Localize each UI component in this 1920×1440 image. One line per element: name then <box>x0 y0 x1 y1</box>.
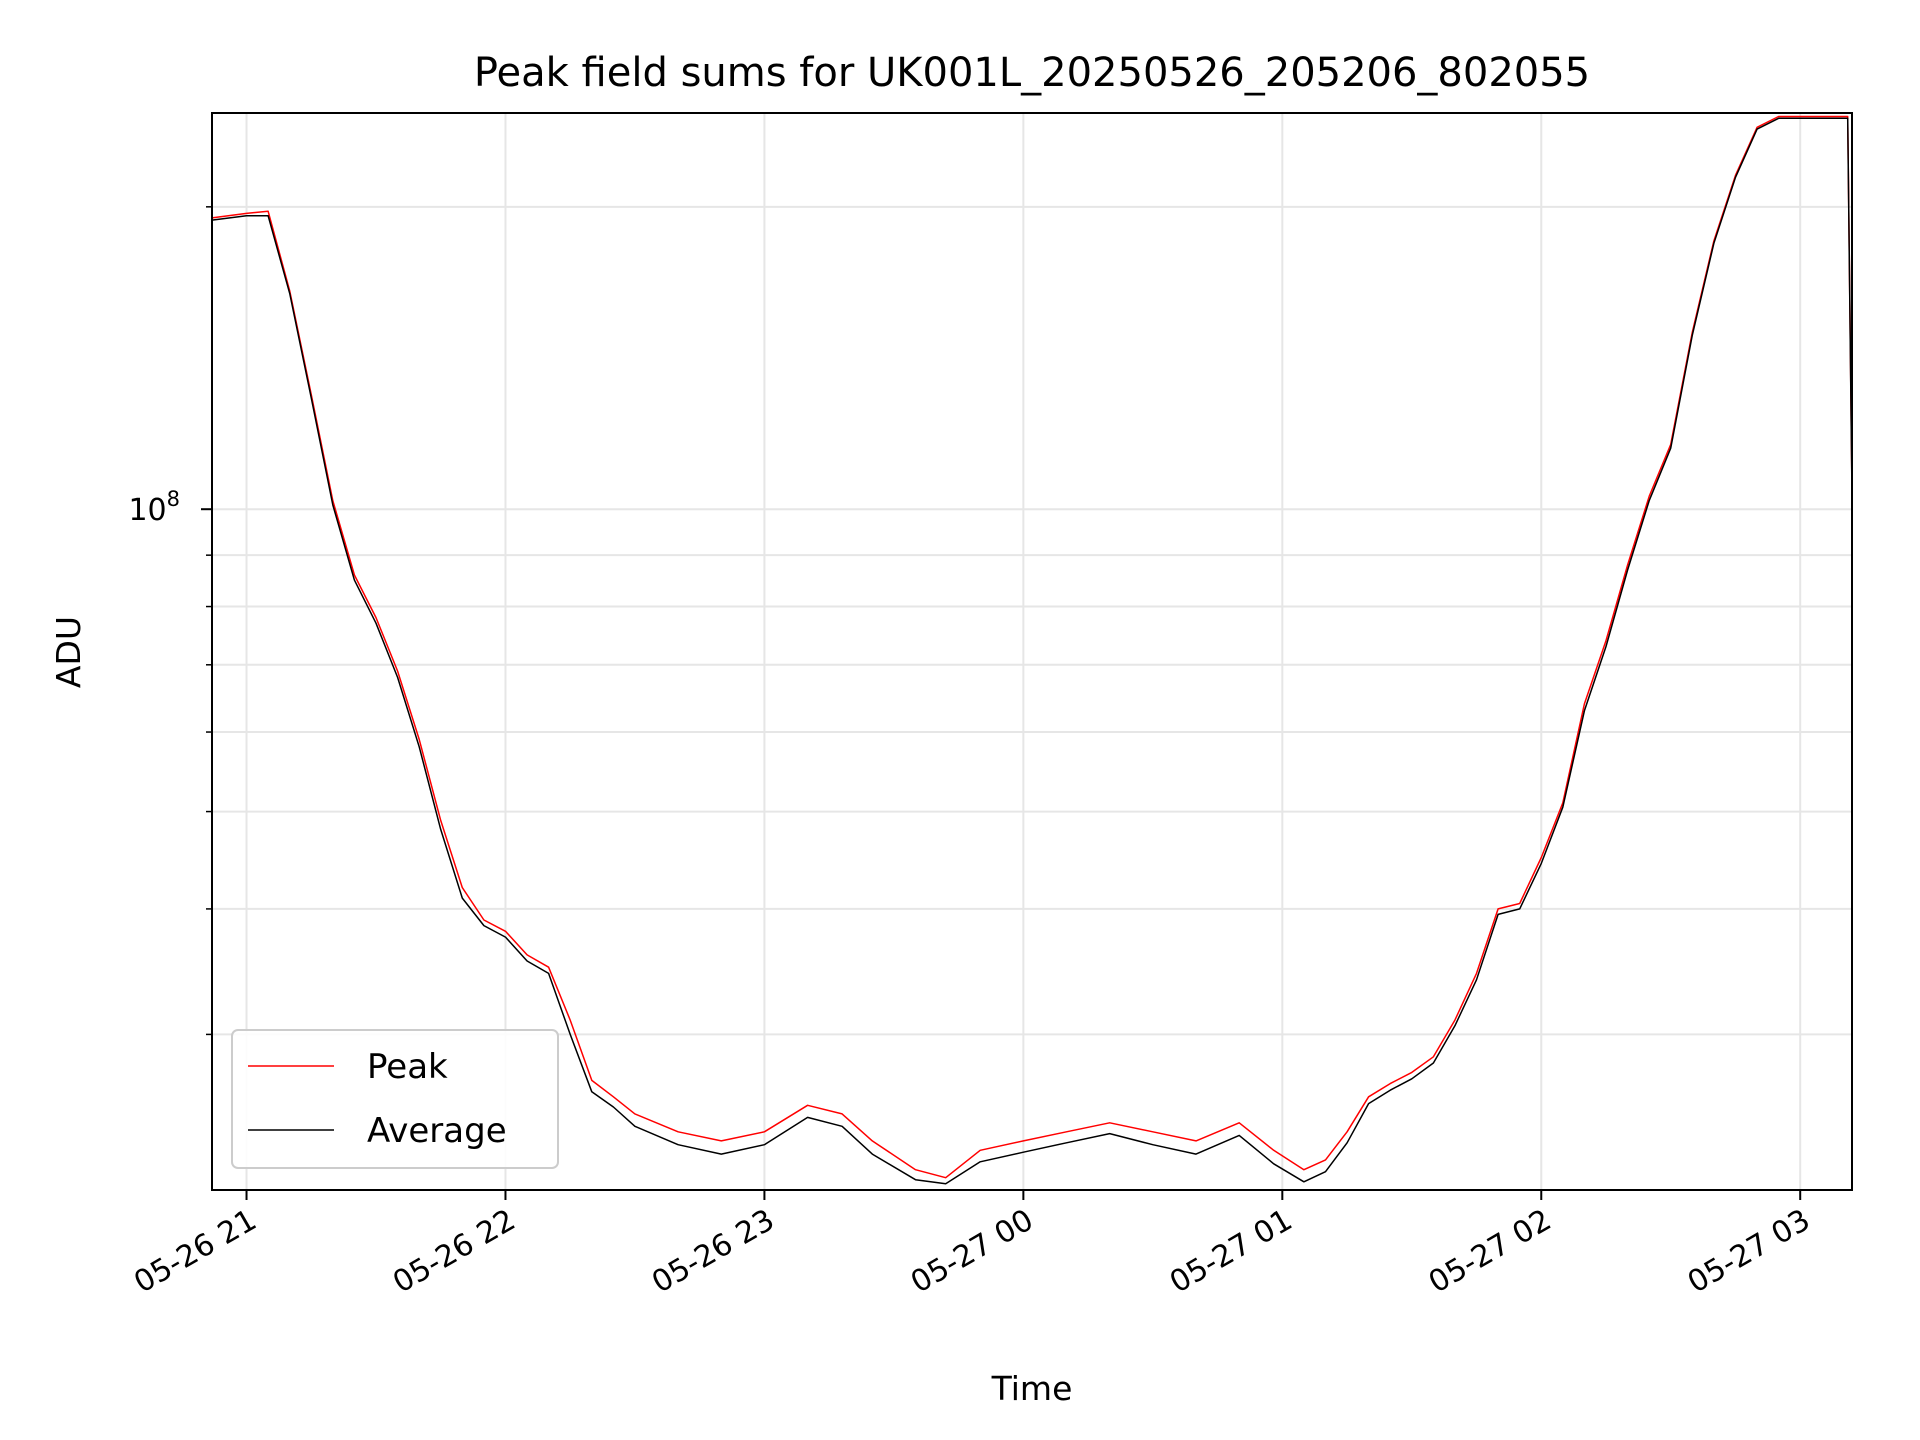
x-tick-label: 05-27 02 <box>1423 1203 1557 1301</box>
series-line-average <box>211 117 1853 1185</box>
series-line-peak <box>211 115 1853 1179</box>
y-axis-label: ADU <box>49 616 88 688</box>
x-tick-label: 05-27 03 <box>1682 1203 1816 1301</box>
legend: Peak Average <box>231 1029 559 1169</box>
grid-lines <box>212 113 1852 1190</box>
chart-title: Peak field sums for UK001L_20250526_2052… <box>474 50 1590 96</box>
x-tick-label: 05-26 21 <box>128 1203 262 1301</box>
legend-box <box>231 1029 559 1169</box>
plot-area-frame <box>211 112 1853 1191</box>
legend-label-average: Average <box>367 1111 507 1151</box>
x-axis: 05-26 21 05-26 22 05-26 23 05-27 00 05-27 01… <box>128 1190 1816 1300</box>
x-tick-label: 05-26 22 <box>387 1203 521 1301</box>
legend-label-peak: Peak <box>367 1047 448 1087</box>
series-layer <box>211 115 1853 1185</box>
y-tick-label: 108 <box>128 487 180 528</box>
y-axis: 108 <box>128 206 212 1036</box>
x-tick-label: 05-27 01 <box>1164 1203 1298 1301</box>
x-tick-label: 05-26 23 <box>646 1203 780 1301</box>
x-axis-label: Time <box>991 1369 1073 1408</box>
x-tick-label: 05-27 00 <box>905 1203 1039 1301</box>
